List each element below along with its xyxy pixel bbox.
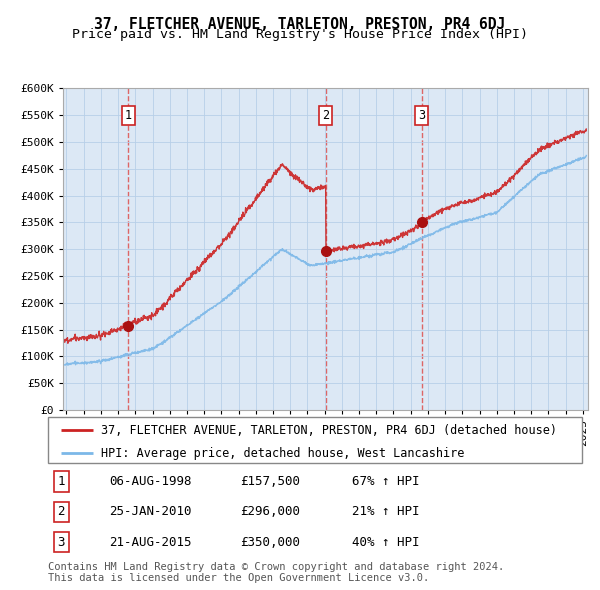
Text: 21-AUG-2015: 21-AUG-2015 xyxy=(109,536,192,549)
Text: Price paid vs. HM Land Registry's House Price Index (HPI): Price paid vs. HM Land Registry's House … xyxy=(72,28,528,41)
Text: 25-JAN-2010: 25-JAN-2010 xyxy=(109,505,192,519)
Text: 2: 2 xyxy=(322,109,329,122)
Text: £157,500: £157,500 xyxy=(240,475,300,488)
Text: Contains HM Land Registry data © Crown copyright and database right 2024.
This d: Contains HM Land Registry data © Crown c… xyxy=(48,562,504,584)
FancyBboxPatch shape xyxy=(48,417,582,463)
Text: 1: 1 xyxy=(58,475,65,488)
Text: 06-AUG-1998: 06-AUG-1998 xyxy=(109,475,192,488)
Text: 1: 1 xyxy=(125,109,132,122)
Text: 37, FLETCHER AVENUE, TARLETON, PRESTON, PR4 6DJ: 37, FLETCHER AVENUE, TARLETON, PRESTON, … xyxy=(94,17,506,31)
Text: £350,000: £350,000 xyxy=(240,536,300,549)
Text: 67% ↑ HPI: 67% ↑ HPI xyxy=(352,475,420,488)
Text: 21% ↑ HPI: 21% ↑ HPI xyxy=(352,505,420,519)
Text: 3: 3 xyxy=(58,536,65,549)
Text: £296,000: £296,000 xyxy=(240,505,300,519)
Text: 2: 2 xyxy=(58,505,65,519)
Text: 37, FLETCHER AVENUE, TARLETON, PRESTON, PR4 6DJ (detached house): 37, FLETCHER AVENUE, TARLETON, PRESTON, … xyxy=(101,424,557,437)
Text: HPI: Average price, detached house, West Lancashire: HPI: Average price, detached house, West… xyxy=(101,447,465,460)
Text: 3: 3 xyxy=(418,109,425,122)
Text: 40% ↑ HPI: 40% ↑ HPI xyxy=(352,536,420,549)
